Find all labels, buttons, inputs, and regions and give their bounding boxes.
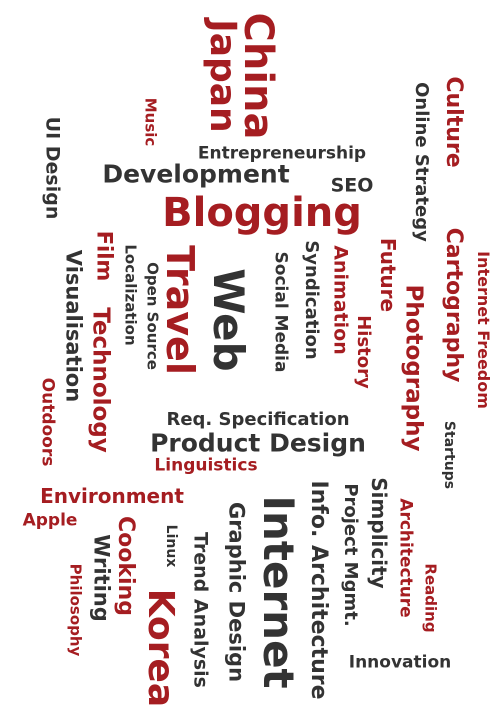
word-film: Film: [92, 230, 117, 282]
word-graphic-design: Graphic Design: [224, 501, 249, 683]
word-environment: Environment: [40, 484, 184, 508]
word-history: History: [353, 315, 374, 389]
word-internet: Internet: [254, 495, 303, 689]
word-travel: Travel: [158, 245, 202, 375]
word-internet-freedom: Internet Freedom: [474, 251, 493, 409]
word-photography: Photography: [400, 284, 427, 452]
word-seo: SEO: [330, 174, 374, 197]
word-social-media: Social Media: [270, 251, 291, 373]
word-technology: Technology: [87, 307, 114, 453]
word-simplicity: Simplicity: [367, 477, 391, 589]
word-innovation: Innovation: [348, 652, 452, 673]
word-music: Music: [141, 97, 160, 147]
word-entrepreneurship: Entrepreneurship: [197, 143, 367, 164]
word-cooking: Cooking: [113, 516, 138, 616]
word-startups: Startups: [441, 420, 457, 490]
word-linguistics: Linguistics: [154, 455, 258, 476]
word-linux: Linux: [163, 524, 179, 568]
word-trend-analysis: Trend Analysis: [189, 532, 212, 688]
word-web: Web: [204, 268, 253, 372]
word-project-mgmt: Project Mgmt.: [340, 483, 361, 627]
word-philosophy: Philosophy: [66, 563, 85, 657]
word-reading: Reading: [421, 563, 440, 633]
word-localization: Localization: [121, 244, 140, 346]
word-korea: Korea: [140, 588, 181, 708]
word-writing: Writing: [89, 534, 114, 622]
word-apple: Apple: [22, 510, 78, 531]
word-china: China: [235, 12, 281, 140]
word-ui-design: UI Design: [41, 116, 64, 220]
word-japan: Japan: [202, 19, 243, 133]
word-outdoors: Outdoors: [37, 377, 58, 467]
word-development: Development: [102, 159, 290, 189]
word-req-specification: Req. Specification: [166, 409, 350, 430]
word-architecture: Architecture: [395, 498, 416, 618]
word-cartography: Cartography: [441, 227, 466, 383]
word-blogging: Blogging: [162, 190, 362, 236]
word-product-design: Product Design: [150, 428, 366, 458]
word-info-architecture: Info. Architecture: [306, 480, 331, 700]
word-visualisation: Visualisation: [61, 249, 86, 403]
word-culture: Culture: [441, 76, 466, 168]
word-future: Future: [376, 237, 400, 313]
word-animation: Animation: [329, 245, 352, 355]
word-online-strategy: Online Strategy: [411, 82, 432, 242]
word-syndication: Syndication: [301, 240, 322, 360]
